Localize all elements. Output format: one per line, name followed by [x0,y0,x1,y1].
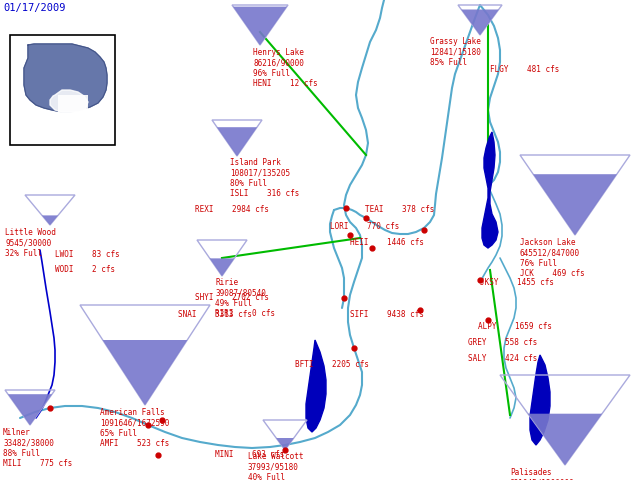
Text: Jackson Lake
645512/847000
76% Full
JCK    469 cfs: Jackson Lake 645512/847000 76% Full JCK … [520,238,585,278]
Text: TEAI    378 cfs: TEAI 378 cfs [365,205,435,214]
Text: Lake Walcott
37993/95180
40% Full: Lake Walcott 37993/95180 40% Full [248,452,303,480]
Text: FLGY    481 cfs: FLGY 481 cfs [490,65,559,74]
Polygon shape [533,174,617,235]
Text: American Falls
1091646/1672590
65% Full
AMFI    523 cfs: American Falls 1091646/1672590 65% Full … [100,408,170,448]
Text: 01/17/2009: 01/17/2009 [3,3,65,13]
Polygon shape [276,438,294,450]
Text: MINI    693 cfs: MINI 693 cfs [215,450,284,459]
Bar [10,35,115,145]
Polygon shape [103,340,188,405]
Text: SIFI    9438 cfs: SIFI 9438 cfs [350,310,424,319]
Text: HEII    1446 cfs: HEII 1446 cfs [350,238,424,247]
Polygon shape [306,340,326,432]
Text: SALY    424 cfs: SALY 424 cfs [468,354,538,363]
Polygon shape [42,216,58,225]
Text: Island Park
108017/135205
80% Full
ISLI    316 cfs: Island Park 108017/135205 80% Full ISLI … [230,158,300,198]
Text: Henrys Lake
86216/90000
96% Full
HENI    12 cfs: Henrys Lake 86216/90000 96% Full HENI 12… [253,48,317,88]
Text: JKSY    1455 cfs: JKSY 1455 cfs [480,278,554,287]
Text: WODI    2 cfs: WODI 2 cfs [55,265,115,274]
Polygon shape [530,355,550,445]
Text: Milner
33482/38000
88% Full
MILI    775 cfs: Milner 33482/38000 88% Full MILI 775 cfs [3,428,72,468]
Polygon shape [217,127,257,156]
Polygon shape [482,132,498,248]
Polygon shape [461,10,499,35]
Bar [58,95,88,115]
Text: Palisades
681045/1200000
57% Full
PALI    897 cfs: Palisades 681045/1200000 57% Full PALI 8… [510,468,579,480]
Text: SNAI    3313 cfs: SNAI 3313 cfs [178,310,252,319]
Text: Grassy Lake
12841/15180
85% Full: Grassy Lake 12841/15180 85% Full [430,37,481,67]
Text: Little Wood
9545/30000
32% Full: Little Wood 9545/30000 32% Full [5,228,56,258]
Polygon shape [233,7,287,45]
Text: REXI    2984 cfs: REXI 2984 cfs [195,205,269,214]
Polygon shape [24,44,107,112]
Text: LORI    770 cfs: LORI 770 cfs [330,222,399,231]
Polygon shape [210,258,234,276]
Polygon shape [50,90,88,112]
Text: Ririe
39087/80540
49% Full
RIRI    0 cfs: Ririe 39087/80540 49% Full RIRI 0 cfs [215,278,275,318]
Text: ALPY    1659 cfs: ALPY 1659 cfs [478,322,552,331]
Polygon shape [8,394,52,425]
Text: LWOI    83 cfs: LWOI 83 cfs [55,250,120,259]
Text: SHYI    2702 cfs: SHYI 2702 cfs [195,293,269,302]
Text: BFTI    2205 cfs: BFTI 2205 cfs [295,360,369,369]
Polygon shape [528,414,602,465]
Text: GREY    558 cfs: GREY 558 cfs [468,338,538,347]
